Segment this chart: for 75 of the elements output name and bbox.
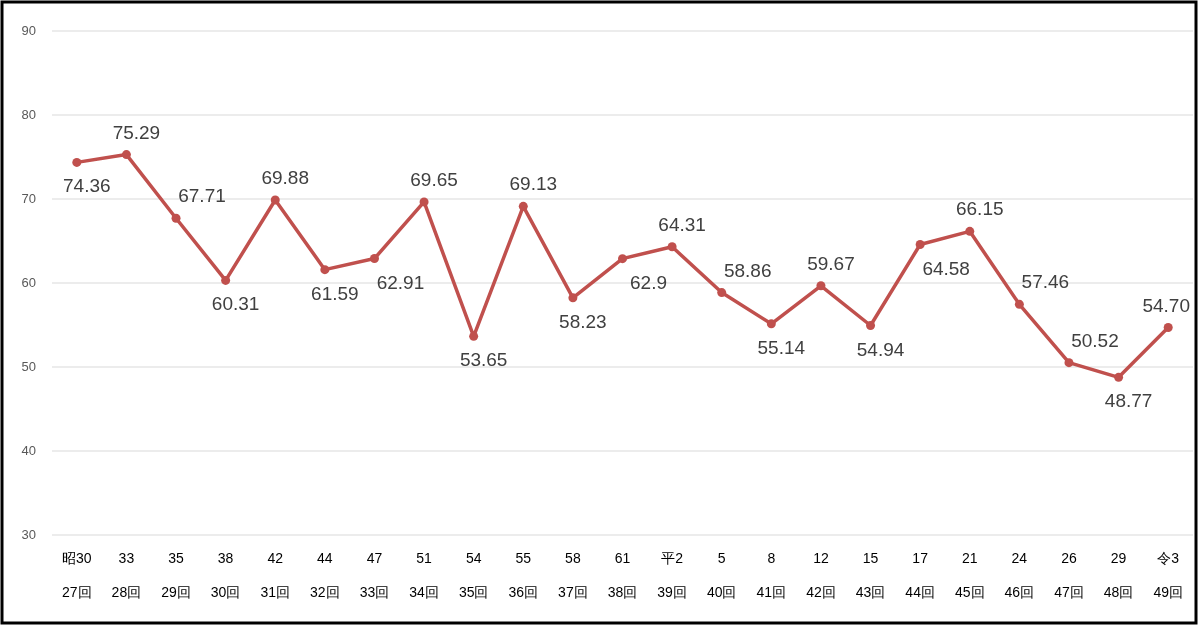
- category-label: 5 40回: [706, 550, 737, 600]
- y-tick-label: 40: [21, 443, 36, 458]
- data-label: 62.9: [630, 271, 667, 293]
- point: [618, 254, 627, 264]
- data-label: 48.77: [1104, 390, 1153, 412]
- category-label: 15 43回: [855, 550, 886, 600]
- data-label: 64.58: [922, 257, 970, 279]
- category-label: 54 35回: [458, 550, 489, 600]
- point: [171, 213, 181, 223]
- y-tick-label: 60: [21, 275, 36, 290]
- y-tick-label: 70: [21, 191, 36, 206]
- data-label: 66.15: [955, 198, 1004, 220]
- data-label: 69.88: [261, 167, 310, 189]
- category-label: 38 30回: [210, 550, 241, 600]
- point: [121, 150, 131, 160]
- category-label: 令3 49回: [1153, 550, 1183, 600]
- point: [270, 195, 280, 205]
- point: [1114, 372, 1124, 382]
- data-label: 54.70: [1142, 294, 1190, 316]
- point: [1064, 358, 1074, 368]
- category-label: 21 45回: [954, 550, 985, 600]
- category-label: 51 34回: [409, 550, 439, 600]
- category-label: 29 48回: [1103, 550, 1134, 600]
- data-label: 69.13: [509, 173, 558, 195]
- data-label: 60.31: [211, 293, 260, 315]
- point: [965, 226, 975, 236]
- data-label: 61.59: [311, 282, 359, 304]
- category-label: 42 31回: [260, 550, 291, 600]
- point: [568, 293, 578, 303]
- point: [766, 319, 776, 329]
- y-tick-label: 30: [21, 527, 36, 542]
- category-label: 61 38回: [607, 550, 638, 600]
- point: [72, 157, 82, 167]
- category-label: 47 33回: [359, 550, 390, 600]
- point: [667, 242, 677, 252]
- point: [1014, 299, 1024, 309]
- data-label: 62.91: [376, 271, 425, 293]
- category-label: 55 36回: [508, 550, 539, 600]
- y-tick-label: 80: [21, 107, 36, 122]
- category-label: 26 47回: [1054, 550, 1084, 600]
- data-label: 69.65: [410, 168, 458, 190]
- point: [221, 275, 231, 285]
- point: [369, 254, 379, 264]
- data-label: 58.86: [723, 259, 772, 281]
- point: [518, 201, 528, 211]
- data-label: 53.65: [459, 349, 508, 371]
- category-label: 平2 39回: [657, 550, 687, 600]
- data-label: 58.23: [559, 310, 607, 332]
- category-label: 33 28回: [111, 550, 142, 600]
- point: [915, 240, 925, 250]
- data-label: 67.71: [178, 185, 226, 207]
- point: [816, 281, 826, 291]
- point: [419, 197, 429, 207]
- data-label: 55.14: [757, 336, 806, 358]
- category-label: 8 41回: [756, 550, 787, 600]
- data-label: 57.46: [1021, 271, 1070, 293]
- data-label: 50.52: [1071, 329, 1119, 351]
- data-label: 54.94: [856, 338, 905, 360]
- data-label: 64.31: [658, 213, 706, 235]
- category-label: 12 42回: [806, 550, 836, 600]
- category-label: 58 37回: [558, 550, 588, 600]
- category-label: 24 46回: [1004, 550, 1035, 600]
- data-label: 74.36: [63, 175, 111, 197]
- point: [717, 288, 727, 298]
- point: [1163, 323, 1173, 333]
- y-tick-label: 50: [21, 359, 36, 374]
- point: [866, 321, 876, 330]
- category-label: 17 44回: [905, 550, 935, 600]
- category-label: 35 29回: [161, 550, 191, 600]
- category-label: 44 32回: [310, 550, 340, 600]
- point: [320, 265, 330, 275]
- category-label: 昭30 27回: [62, 550, 92, 600]
- data-label: 59.67: [807, 252, 855, 274]
- data-label: 75.29: [112, 121, 161, 143]
- y-tick-label: 90: [21, 23, 36, 38]
